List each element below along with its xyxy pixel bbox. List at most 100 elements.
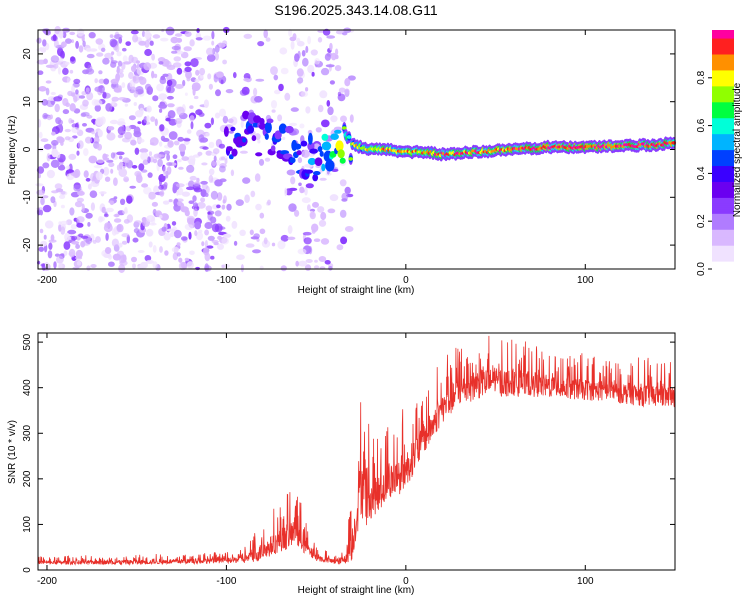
spectrogram-noise-blob	[303, 237, 312, 245]
spectrogram-track-blob	[289, 157, 296, 164]
spectrogram-noise-blob	[148, 191, 156, 200]
spectrogram-noise-blob	[299, 123, 305, 129]
spectrogram-noise-blob	[55, 117, 62, 125]
spectrogram-noise-blob	[67, 90, 74, 97]
spectrogram-noise-blob	[319, 177, 327, 181]
spectrogram-noise-blob	[131, 165, 138, 169]
spectrogram-noise-blob	[83, 148, 89, 157]
spectrogram-y-label: Frequency (Hz)	[7, 116, 18, 185]
spectrogram-noise-blob	[121, 82, 126, 89]
spectrogram-noise-blob	[321, 119, 330, 128]
snr-panel: -200 -100 0 100 0 100 200 300 400 500 Height of …	[7, 332, 676, 596]
spectrogram-noise-blob	[68, 153, 77, 160]
colorbar-tick-label: 0.4	[696, 166, 707, 180]
spectrogram-noise-blob	[174, 33, 183, 37]
colorbar-step	[712, 105, 734, 109]
spectrogram-noise-blob	[97, 143, 102, 151]
spectrogram-noise-blob	[337, 91, 342, 97]
spectrogram-noise-blob	[226, 203, 232, 211]
spectrogram-noise-blob	[57, 263, 63, 270]
spectrogram-noise-blob	[113, 177, 118, 186]
colorbar-step	[712, 87, 734, 91]
spectrogram-noise-blob	[164, 171, 171, 175]
spectrogram-noise-blob	[295, 260, 300, 267]
spectrogram-noise-blob	[163, 182, 168, 188]
spectrogram-noise-blob	[259, 212, 265, 219]
spectrogram-track-blob	[259, 118, 265, 125]
spectrogram-noise-blob	[187, 217, 195, 225]
spectrogram-noise-blob	[72, 135, 78, 139]
colorbar-step	[712, 263, 734, 266]
spectrogram-noise-blob	[330, 115, 338, 123]
spectrogram-noise-blob	[250, 190, 256, 198]
colorbar-step	[712, 73, 734, 77]
spectrogram-noise-blob	[264, 157, 271, 162]
spectrogram-noise-blob	[117, 118, 125, 124]
spectrogram-noise-blob	[86, 91, 94, 101]
spectrogram-noise-blob	[169, 231, 175, 238]
spectrogram-y-tick-label: 20	[22, 48, 33, 60]
spectrogram-noise-blob	[78, 95, 86, 99]
spectrogram-noise-blob	[58, 31, 64, 39]
spectrogram-noise-blob	[217, 235, 222, 240]
spectrogram-noise-blob	[217, 243, 224, 250]
spectrogram-noise-blob	[305, 87, 309, 92]
spectrogram-noise-blob	[89, 48, 98, 52]
spectrogram-noise-blob	[166, 95, 174, 100]
colorbar-step	[712, 173, 734, 176]
spectrogram-noise-blob	[138, 40, 147, 46]
spectrogram-noise-blob	[103, 213, 109, 218]
colorbar-step	[712, 159, 734, 163]
spectrogram-track-blob	[285, 125, 294, 134]
spectrogram-noise-blob	[307, 36, 311, 45]
spectrogram-noise-blob	[184, 223, 194, 231]
spectrogram-noise-blob	[160, 213, 170, 221]
spectrogram-noise-blob	[208, 83, 213, 90]
spectrogram-noise-blob	[194, 78, 200, 83]
spectrogram-track-blob	[226, 146, 233, 152]
spectrogram-noise-blob	[99, 191, 107, 195]
spectrogram-noise-blob	[117, 126, 126, 135]
spectrogram-noise-blob	[165, 26, 175, 36]
spectrogram-noise-blob	[201, 162, 208, 166]
spectrogram-noise-blob	[265, 37, 271, 42]
snr-y-tick-label: 500	[22, 333, 33, 350]
spectrogram-track-blob	[314, 157, 323, 166]
spectrogram-noise-blob	[111, 228, 117, 236]
spectrogram-noise-blob	[83, 170, 89, 178]
spectrogram-noise-blob	[118, 242, 123, 248]
snr-y-ticks: 0 100 200 300 400 500	[22, 333, 675, 573]
colorbar-step	[712, 181, 734, 184]
spectrogram-noise-blob	[63, 241, 71, 250]
spectrogram-noise-blob	[143, 186, 152, 195]
spectrogram-noise-blob	[46, 169, 56, 179]
spectrogram-noise-blob	[86, 265, 91, 271]
spectrogram-noise-blob	[66, 165, 70, 170]
spectrogram-noise-blob	[133, 126, 141, 135]
spectrogram-noise-blob	[274, 89, 281, 95]
spectrogram-noise-blob	[214, 223, 223, 233]
spectrogram-noise-blob	[149, 137, 159, 146]
colorbar-step	[712, 57, 734, 61]
colorbar-step	[712, 183, 734, 186]
spectrogram-noise-blob	[222, 233, 232, 238]
spectrogram-noise-blob	[101, 206, 106, 214]
spectrogram-track-blob	[317, 146, 323, 152]
colorbar-step	[712, 235, 734, 238]
colorbar-step	[712, 111, 734, 115]
spectrogram-noise-blob	[205, 150, 213, 156]
colorbar-step	[712, 153, 734, 157]
spectrogram-noise-blob	[199, 137, 209, 143]
spectrogram-noise-blob	[182, 263, 188, 270]
colorbar-step	[712, 135, 734, 139]
colorbar-step	[712, 91, 734, 95]
spectrogram-noise-blob	[156, 154, 165, 158]
spectrogram-track-blob	[296, 150, 302, 156]
spectrogram-noise-blob	[146, 105, 152, 113]
spectrogram-noise-blob	[121, 240, 128, 245]
spectrogram-noise-blob	[90, 264, 97, 268]
colorbar-step	[712, 259, 734, 262]
spectrogram-noise-blob	[203, 99, 209, 108]
spectrogram-noise-blob	[94, 78, 98, 84]
spectrogram-noise-blob	[152, 34, 161, 39]
